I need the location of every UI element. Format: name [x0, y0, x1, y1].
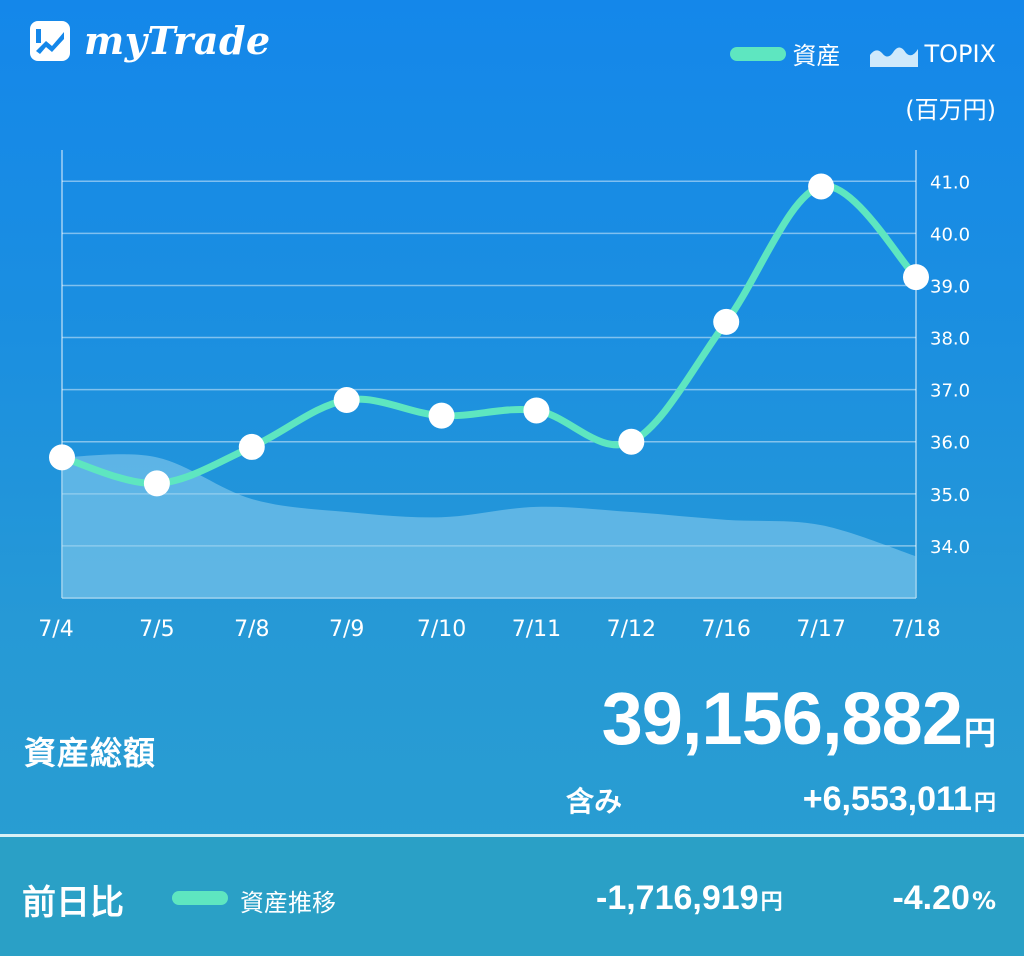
unrealized-label: 含み — [566, 785, 623, 818]
day-over-day-label: 前日比 — [22, 883, 124, 923]
line-swatch-icon — [172, 891, 228, 905]
total-assets-unit: 円 — [963, 714, 996, 752]
x-tick-label: 7/10 — [417, 617, 466, 642]
day-over-day-change-unit: 円 — [760, 890, 783, 915]
asset-line — [58, 182, 920, 487]
asset-point — [143, 470, 170, 497]
x-tick-label: 7/5 — [139, 617, 174, 642]
y-tick-label: 37.0 — [930, 381, 970, 402]
app-title: myTrade — [84, 18, 271, 63]
x-tick-label: 7/18 — [891, 617, 940, 642]
asset-point — [523, 397, 550, 424]
y-tick-label: 41.0 — [930, 172, 970, 193]
asset-point — [713, 308, 740, 335]
x-tick-label: 7/4 — [38, 617, 73, 642]
x-tick-label: 7/8 — [234, 617, 269, 642]
legend-topix-label: TOPIX — [924, 39, 996, 68]
day-over-day-change: -1,716,919 円 — [596, 879, 783, 918]
y-tick-label: 40.0 — [930, 224, 970, 245]
chart-legend: 資産 TOPIX — [730, 36, 996, 71]
y-tick-label: 36.0 — [930, 433, 970, 454]
app-logo: myTrade — [30, 18, 271, 63]
unrealized-number: +6,553,011 — [802, 780, 972, 818]
unit-label: (百万円) — [905, 96, 996, 124]
asset-point — [428, 402, 455, 429]
asset-point — [618, 428, 645, 455]
day-over-day-percent: -4.20 % — [892, 879, 996, 918]
day-over-day-change-number: -1,716,919 — [596, 879, 759, 917]
asset-point — [238, 433, 265, 460]
total-assets-number: 39,156,882 — [601, 677, 963, 760]
area-swatch-icon — [870, 46, 919, 67]
x-tick-label: 7/17 — [796, 617, 845, 642]
total-assets-value: 39,156,882 円 — [602, 676, 996, 761]
asset-point — [49, 444, 75, 471]
line-swatch-icon — [730, 46, 787, 61]
divider — [0, 834, 1024, 837]
topix-area — [62, 454, 916, 598]
x-tick-label: 7/12 — [607, 617, 656, 642]
asset-chart: 34.0 35.0 36.0 37.0 38.0 39.0 40.0 41.0 7/4 7/5 7/… — [38, 150, 970, 642]
trade-logo-icon — [30, 20, 70, 61]
asset-trend-label: 資産推移 — [240, 889, 336, 917]
x-tick-label: 7/16 — [702, 617, 751, 642]
day-over-day-percent-number: -4.20 — [892, 879, 970, 917]
unrealized-value: +6,553,011 円 — [803, 780, 996, 819]
y-tick-label: 34.0 — [930, 537, 970, 558]
asset-point — [903, 264, 929, 291]
day-over-day-panel: 前日比 資産推移 -1,716,919 円 -4.20 % — [0, 837, 1024, 956]
x-tick-label: 7/9 — [329, 617, 364, 642]
asset-point — [333, 387, 360, 414]
total-assets-label: 資産総額 — [24, 734, 157, 772]
y-tick-label: 38.0 — [930, 329, 970, 350]
asset-point — [808, 173, 835, 200]
unrealized-unit: 円 — [973, 791, 996, 816]
x-tick-label: 7/11 — [512, 617, 561, 642]
y-tick-label: 39.0 — [930, 276, 970, 297]
legend-asset-label: 資産 — [792, 42, 841, 70]
y-tick-label: 35.0 — [930, 485, 970, 506]
day-over-day-percent-unit: % — [971, 887, 996, 915]
